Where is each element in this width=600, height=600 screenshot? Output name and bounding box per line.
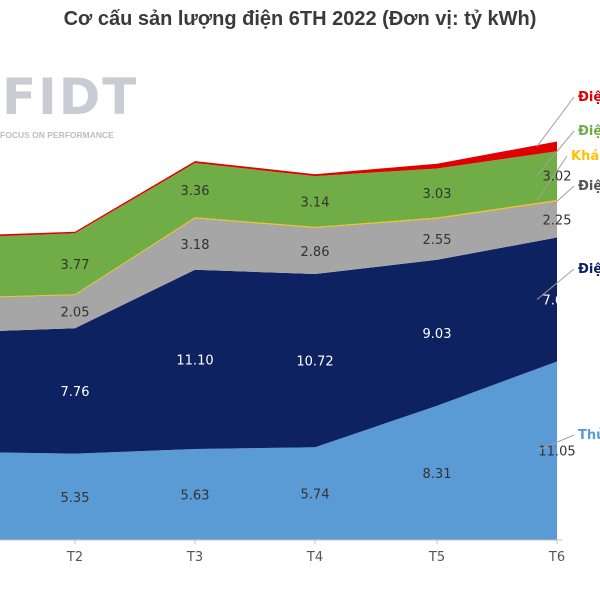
area-series-4 — [0, 151, 557, 297]
legend-label: Thủ — [578, 428, 600, 443]
legend-leader-line — [536, 130, 575, 176]
x-tick-label: T6 — [548, 550, 565, 565]
legend-leader-line — [536, 268, 575, 300]
data-label: 2.55 — [423, 233, 452, 248]
legend-leader-line — [536, 185, 575, 220]
data-label: 3.14 — [301, 196, 330, 211]
x-tick-label: T3 — [186, 550, 203, 565]
area-series-0 — [0, 361, 557, 540]
x-tick-label: T2 — [66, 550, 83, 565]
watermark-logo: FIDT FOCUS ON PERFORMANCE — [0, 66, 136, 146]
data-label: 2.05 — [61, 306, 90, 321]
data-label: 3.18 — [181, 238, 210, 253]
legend-leader-line — [536, 96, 575, 147]
data-label: 7.67 — [543, 294, 572, 309]
legend-label: Điện — [578, 179, 600, 194]
data-label: 3.02 — [543, 170, 572, 185]
data-label: 5.63 — [181, 489, 210, 504]
data-label: 3.03 — [423, 187, 452, 202]
legend-label: Điện — [578, 262, 600, 277]
legend-label: Điện — [578, 90, 600, 105]
x-axis: T2 T3 T4 T5 T6 — [0, 539, 565, 565]
legend-label: Khá — [571, 149, 599, 164]
data-label: 11.05 — [538, 445, 575, 460]
data-label: 3.36 — [181, 184, 210, 199]
area-series-2 — [0, 201, 557, 331]
data-label: 7.76 — [61, 385, 90, 400]
x-tick-label: T4 — [306, 550, 323, 565]
area-layer — [0, 141, 557, 540]
legend-leader-line — [536, 434, 575, 452]
x-tick-label: T5 — [428, 550, 445, 565]
data-label: 10.72 — [296, 355, 333, 370]
data-label: 8.31 — [423, 467, 452, 482]
data-label: 9.03 — [423, 327, 452, 342]
watermark-tagline: FOCUS ON PERFORMANCE — [0, 130, 114, 140]
legend-label: Điện — [578, 124, 600, 139]
legend: Thủ Điện Điện Khá Điện Điện — [536, 90, 600, 452]
data-label: 5.35 — [61, 491, 90, 506]
watermark-logo-text: FIDT — [2, 68, 139, 126]
data-label: 3.77 — [61, 258, 90, 273]
data-label: 2.25 — [543, 213, 572, 228]
area-series-1 — [0, 237, 557, 454]
value-label-layer: 5.35 5.63 5.74 8.31 11.05 7.76 11.10 10.72 9.03 7… — [61, 170, 576, 506]
chart-title: Cơ cấu sản lượng điện 6TH 2022 (Đơn vị: … — [63, 8, 537, 30]
data-label: 2.86 — [301, 245, 330, 260]
data-label: 11.10 — [176, 353, 213, 368]
data-label: 5.74 — [301, 488, 330, 503]
legend-leader-line — [536, 155, 568, 201]
